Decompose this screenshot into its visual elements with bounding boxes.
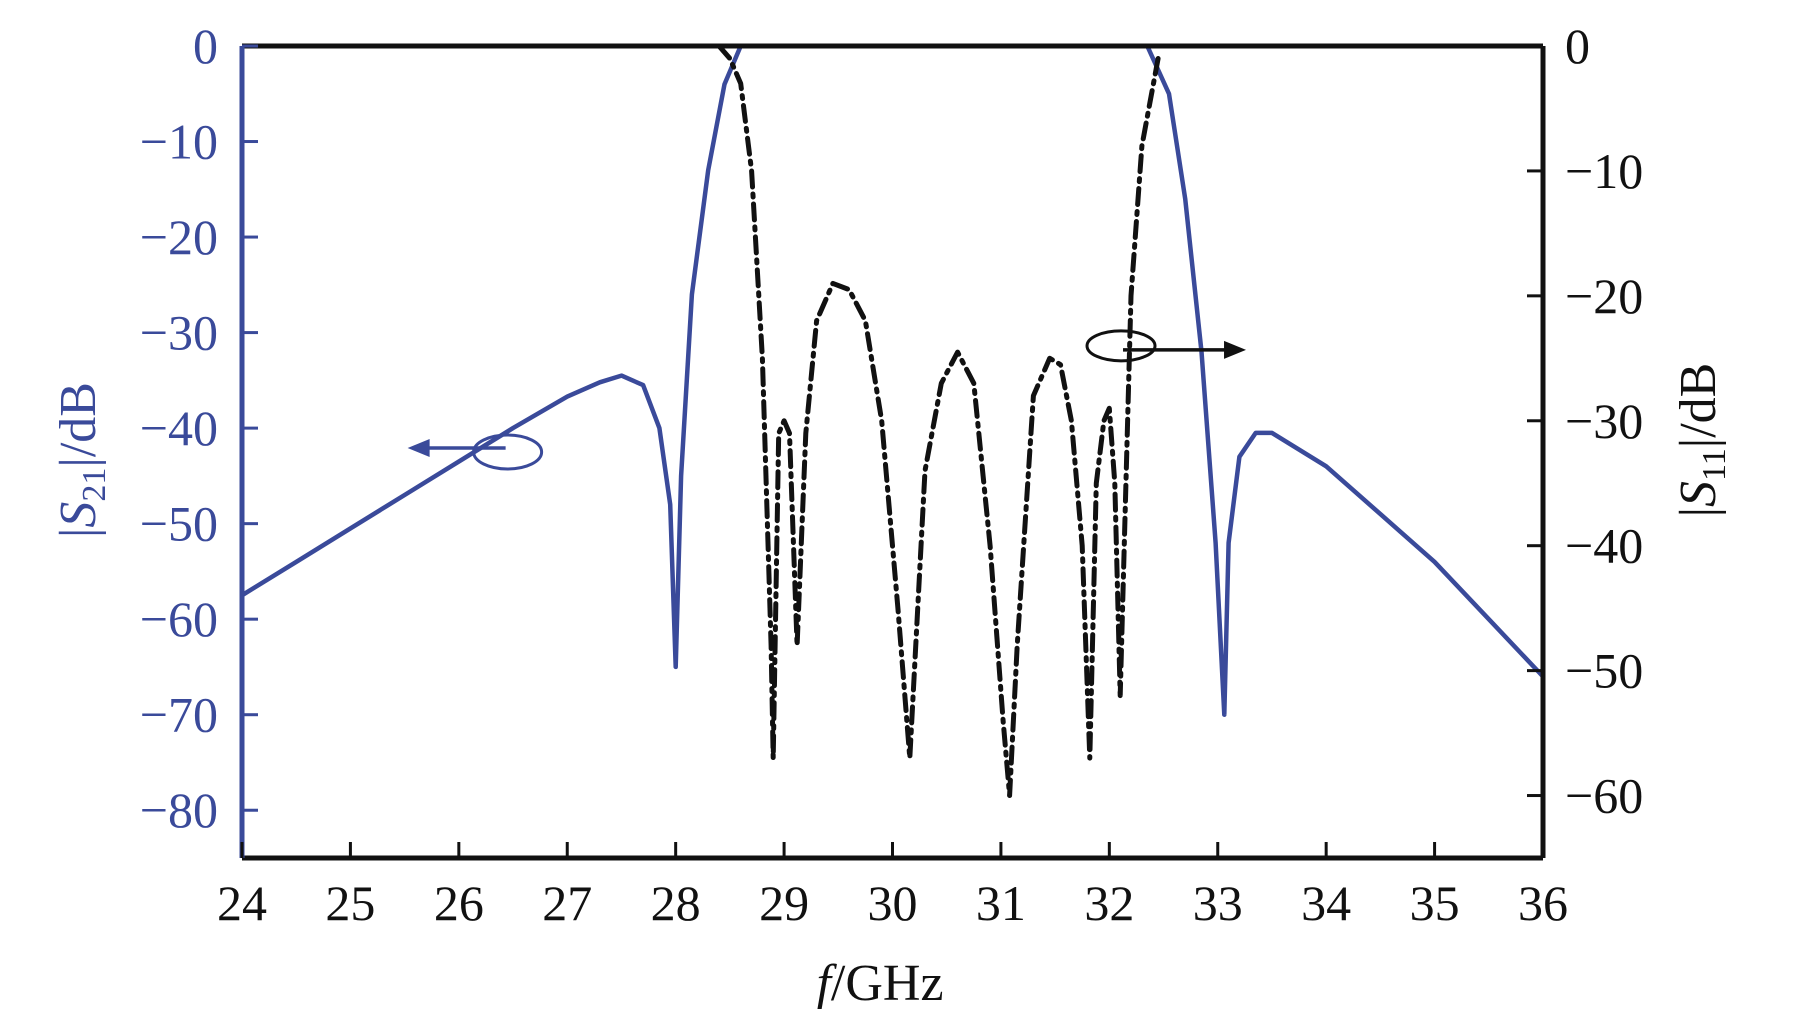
left-y-tick-label: −80	[140, 782, 218, 838]
x-tick-label: 28	[651, 875, 701, 931]
right-y-tick-label: −50	[1565, 643, 1643, 699]
x-tick-label: 25	[325, 875, 375, 931]
left-y-axis-title: |S21|/dB	[50, 382, 113, 538]
right-y-tick-label: −30	[1565, 393, 1643, 449]
left-y-tick-label: 0	[193, 18, 218, 74]
s11-axis-arrow-head	[1224, 340, 1247, 359]
left-y-tick-label: −30	[140, 305, 218, 361]
left-y-tick-label: −70	[140, 687, 218, 743]
s21-axis-marker-ellipse	[472, 433, 544, 471]
left-y-tick-label: −40	[140, 400, 218, 456]
left-y-tick-label: −20	[140, 209, 218, 265]
left-y-tick-label: −10	[140, 114, 218, 170]
right-y-tick-label: 0	[1565, 18, 1590, 74]
x-tick-label: 34	[1301, 875, 1351, 931]
right-y-tick-label: −40	[1565, 518, 1643, 574]
x-tick-label: 32	[1084, 875, 1134, 931]
right-y-tick-label: −20	[1565, 268, 1643, 324]
x-tick-label: 29	[759, 875, 809, 931]
right-y-tick-label: −10	[1565, 143, 1643, 199]
x-tick-label: 24	[217, 875, 267, 931]
x-tick-label: 26	[434, 875, 484, 931]
right-y-axis-title: |S11|/dB	[1670, 363, 1733, 518]
left-y-tick-label: −50	[140, 496, 218, 552]
s11-curve	[716, 43, 1161, 798]
right-y-tick-label: −60	[1565, 768, 1643, 824]
s11-axis-marker-ellipse	[1085, 329, 1157, 363]
x-tick-label: 30	[868, 875, 918, 931]
s21-curve	[242, 43, 1543, 717]
left-y-tick-label: −60	[140, 591, 218, 647]
x-tick-label: 31	[976, 875, 1026, 931]
x-tick-label: 27	[542, 875, 592, 931]
x-axis-title: f/GHz	[816, 955, 943, 1009]
x-tick-label: 33	[1193, 875, 1243, 931]
x-tick-label: 35	[1410, 875, 1460, 931]
s21-axis-arrow-head	[407, 439, 430, 457]
x-tick-label: 36	[1518, 875, 1568, 931]
